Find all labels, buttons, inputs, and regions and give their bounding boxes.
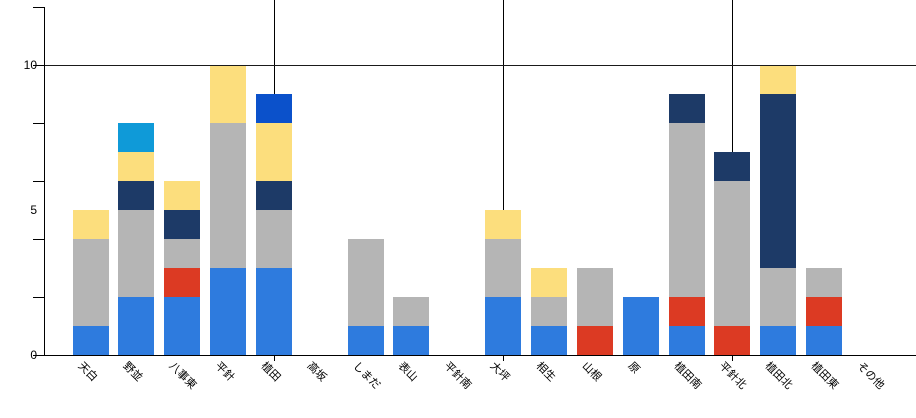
bar-segment-3-yellow (210, 65, 247, 123)
x-axis-label-17: その他 (854, 360, 887, 392)
bar-segment-6-blue (347, 326, 384, 355)
bar-segment-9-yellow (485, 210, 522, 239)
bar-segment-2-yellow (164, 181, 201, 210)
x-axis-label-2: 八事東 (166, 360, 199, 392)
gridline-10 (44, 65, 916, 66)
bar-segment-16-blue (806, 326, 843, 355)
y-axis-label-0: 0 (30, 348, 37, 362)
bar-segment-2-gray (164, 239, 201, 268)
bar-segment-14-gray (714, 181, 751, 326)
bar-segment-16-red (806, 297, 843, 326)
bar-segment-1-navy (118, 181, 155, 210)
x-axis-label-5: 高坂 (304, 360, 329, 385)
bar-segment-11-red (576, 326, 613, 355)
bar-segment-1-light-blue (118, 123, 155, 152)
bar-segment-2-blue (164, 297, 201, 355)
bar-segment-2-navy (164, 210, 201, 239)
y-axis-tick-0 (33, 355, 45, 356)
y-axis-tick-2 (33, 297, 45, 298)
x-axis-label-6: しまだ (350, 360, 382, 392)
bar-segment-14-red (714, 326, 751, 355)
x-axis-label-3: 平針 (212, 360, 237, 385)
x-axis-label-12: 原 (625, 360, 642, 377)
bar-segment-1-gray (118, 210, 155, 297)
bar-segment-0-blue (72, 326, 109, 355)
x-axis-label-14: 平針北 (716, 360, 749, 392)
bar-segment-16-gray (806, 268, 843, 297)
bar-segment-11-gray (576, 268, 613, 326)
bar-segment-4-navy (255, 181, 292, 210)
bar-segment-10-blue (531, 326, 567, 355)
bar-segment-13-gray (668, 123, 705, 297)
x-axis-label-4: 植田 (258, 360, 283, 385)
bar-segment-7-blue (393, 326, 430, 355)
bar-segment-2-red (164, 268, 201, 297)
bar-segment-4-blue (255, 268, 292, 355)
error-line-category-9 (503, 0, 504, 361)
bar-segment-7-gray (393, 297, 430, 326)
y-axis-tick-8 (33, 123, 45, 124)
bar-segment-15-gray (760, 268, 797, 326)
bar-segment-14-navy (714, 152, 751, 181)
x-axis-label-7: 表山 (395, 360, 420, 385)
x-axis-label-16: 植田東 (808, 360, 841, 392)
bar-segment-1-yellow (118, 152, 155, 181)
bar-segment-10-gray (531, 297, 567, 326)
bar-segment-15-yellow (760, 65, 797, 94)
y-axis-tick-12 (33, 7, 45, 8)
bar-segment-9-blue (485, 297, 522, 355)
x-axis-label-13: 植田南 (671, 360, 703, 392)
bar-segment-3-gray (210, 123, 247, 268)
x-axis-label-0: 天白 (75, 360, 100, 385)
bar-segment-4-gray (255, 210, 292, 268)
x-axis-label-15: 植田北 (762, 360, 795, 392)
bar-segment-13-blue (668, 326, 705, 355)
bar-segment-13-red (668, 297, 705, 326)
y-axis-label-5: 5 (30, 203, 37, 217)
bar-segment-0-yellow (72, 210, 109, 239)
bar-segment-9-gray (485, 239, 522, 297)
bar-segment-13-navy (668, 94, 705, 123)
x-axis-line (44, 355, 916, 356)
bar-segment-10-yellow (531, 268, 567, 297)
y-axis-label-10: 10 (23, 58, 37, 72)
bar-segment-15-blue (760, 326, 797, 355)
x-axis-label-9: 大坪 (487, 360, 512, 385)
bar-segment-15-navy (760, 94, 797, 268)
bar-segment-4-yellow (255, 123, 292, 181)
bar-segment-3-blue (210, 268, 247, 355)
bar-segment-12-blue (622, 297, 659, 355)
x-axis-label-11: 山根 (579, 360, 604, 385)
y-axis-tick-6 (33, 181, 45, 182)
bar-segment-1-blue (118, 297, 155, 355)
bar-segment-4-royal-blue (255, 94, 292, 123)
x-axis-label-1: 野並 (120, 360, 145, 385)
bar-segment-6-gray (347, 239, 384, 326)
x-axis-label-8: 平針南 (441, 360, 474, 392)
y-axis-tick-10 (33, 65, 45, 66)
x-axis-label-10: 相生 (533, 360, 558, 385)
y-axis-tick-4 (33, 239, 45, 240)
bar-segment-0-gray (72, 239, 109, 326)
